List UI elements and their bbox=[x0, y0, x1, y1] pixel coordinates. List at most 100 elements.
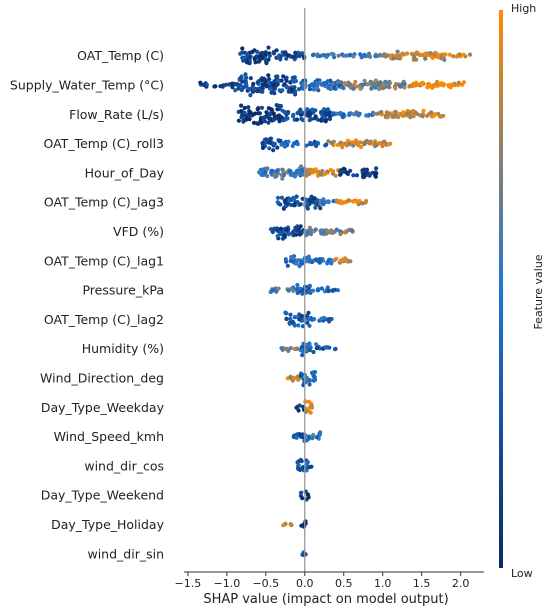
shap-point bbox=[295, 224, 300, 229]
shap-point bbox=[251, 87, 256, 92]
shap-point bbox=[298, 374, 304, 379]
shap-point bbox=[254, 121, 260, 126]
shap-point bbox=[393, 86, 398, 91]
shap-point bbox=[296, 258, 301, 263]
x-tick-label: −0.5 bbox=[252, 577, 279, 590]
colorbar-gradient bbox=[499, 10, 503, 568]
shap-point bbox=[307, 118, 312, 123]
shap-point bbox=[321, 107, 326, 112]
shap-point bbox=[307, 382, 312, 387]
shap-point bbox=[283, 310, 288, 315]
shap-point bbox=[297, 232, 302, 237]
shap-point bbox=[291, 171, 296, 176]
shap-point bbox=[357, 112, 362, 117]
shap-point bbox=[201, 82, 206, 87]
shap-point bbox=[338, 169, 343, 174]
shap-point bbox=[367, 173, 372, 178]
shap-point bbox=[249, 49, 255, 55]
feature-label: Supply_Water_Temp (°C) bbox=[10, 77, 164, 92]
shap-point bbox=[292, 196, 297, 201]
shap-point bbox=[447, 52, 452, 57]
shap-point bbox=[241, 85, 246, 90]
shap-point bbox=[230, 85, 235, 90]
shap-point bbox=[285, 227, 290, 232]
shap-point bbox=[256, 79, 261, 84]
shap-point bbox=[306, 317, 311, 322]
shap-point bbox=[239, 103, 244, 108]
shap-point bbox=[270, 229, 275, 235]
shap-point bbox=[381, 85, 386, 91]
shap-point bbox=[327, 345, 332, 350]
shap-point bbox=[364, 198, 369, 204]
shap-point bbox=[355, 199, 360, 204]
shap-point bbox=[366, 54, 371, 59]
shap-point bbox=[292, 323, 297, 328]
shap-point bbox=[265, 173, 270, 179]
shap-point bbox=[305, 172, 310, 177]
shap-point bbox=[313, 257, 319, 262]
shap-point bbox=[284, 346, 289, 351]
shap-point bbox=[283, 257, 288, 262]
shap-point bbox=[295, 110, 300, 116]
shap-point bbox=[290, 319, 295, 324]
shap-point bbox=[362, 78, 367, 83]
shap-point bbox=[423, 56, 428, 61]
shap-point bbox=[377, 86, 382, 92]
shap-point bbox=[322, 315, 327, 320]
shap-point bbox=[454, 54, 459, 59]
shap-point bbox=[255, 49, 260, 55]
shap-point bbox=[402, 81, 407, 87]
feature-label: OAT_Temp (C) bbox=[77, 48, 164, 63]
shap-point bbox=[274, 169, 279, 174]
shap-point bbox=[256, 59, 261, 64]
shap-point bbox=[260, 172, 265, 178]
shap-point bbox=[362, 167, 367, 172]
shap-point bbox=[325, 199, 330, 204]
feature-label: OAT_Temp (C)_lag3 bbox=[44, 195, 164, 210]
shap-point bbox=[314, 435, 319, 440]
shap-point bbox=[238, 51, 243, 56]
shap-point bbox=[361, 175, 366, 180]
shap-point bbox=[325, 79, 330, 84]
shap-point bbox=[435, 52, 440, 57]
shap-point bbox=[383, 54, 388, 59]
shap-point bbox=[306, 254, 311, 259]
x-tick-label: −1.0 bbox=[213, 577, 240, 590]
shap-point bbox=[353, 79, 358, 85]
shap-point bbox=[330, 288, 335, 293]
shap-point bbox=[260, 82, 265, 87]
shap-point bbox=[258, 51, 264, 56]
shap-point bbox=[327, 317, 332, 322]
shap-point bbox=[318, 172, 323, 177]
shap-point bbox=[307, 348, 312, 353]
shap-point bbox=[315, 80, 320, 86]
shap-point bbox=[351, 173, 356, 178]
shap-point bbox=[305, 460, 310, 465]
shap-point bbox=[259, 105, 265, 110]
shap-point bbox=[322, 289, 327, 294]
shap-point bbox=[344, 229, 349, 234]
shap-point bbox=[326, 139, 331, 144]
shap-point bbox=[317, 257, 322, 262]
shap-point bbox=[367, 141, 372, 146]
shap-point bbox=[391, 56, 396, 61]
shap-point bbox=[266, 120, 271, 125]
shap-point bbox=[275, 200, 280, 205]
shap-point bbox=[467, 52, 473, 57]
shap-point bbox=[284, 316, 289, 322]
x-tick-label: 2.0 bbox=[452, 577, 470, 590]
shap-point bbox=[290, 78, 295, 83]
shap-point bbox=[312, 317, 317, 322]
shap-point bbox=[325, 107, 331, 112]
shap-point bbox=[326, 52, 331, 57]
shap-point bbox=[286, 288, 291, 293]
shap-point bbox=[324, 142, 329, 147]
shap-point bbox=[300, 465, 305, 470]
shap-point bbox=[248, 76, 253, 81]
shap-point bbox=[246, 105, 251, 110]
shap-point bbox=[358, 86, 363, 91]
shap-point bbox=[283, 50, 288, 55]
shap-point bbox=[384, 82, 389, 87]
shap-point bbox=[277, 103, 282, 108]
